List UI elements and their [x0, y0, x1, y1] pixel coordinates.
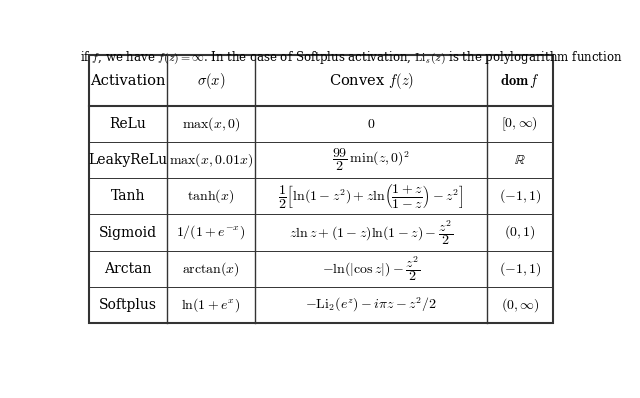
Text: $\mathbf{dom}\,f$: $\mathbf{dom}\,f$ [500, 72, 540, 90]
Text: $-\ln(|\cos z|) - \dfrac{z^2}{2}$: $-\ln(|\cos z|) - \dfrac{z^2}{2}$ [322, 254, 420, 283]
Bar [89, 55, 553, 323]
Text: ReLu: ReLu [109, 117, 147, 131]
Text: $(0, 1)$: $(0, 1)$ [504, 224, 536, 242]
Text: $\sigma(x)$: $\sigma(x)$ [196, 71, 225, 91]
Text: $(0, \infty)$: $(0, \infty)$ [500, 296, 540, 314]
Text: $\mathbb{R}$: $\mathbb{R}$ [514, 153, 525, 167]
Text: Softplus: Softplus [99, 298, 157, 312]
Text: $\arctan(x)$: $\arctan(x)$ [182, 260, 240, 278]
Text: $\dfrac{1}{2}\left[\ln(1-z^2) + z\ln\!\left(\dfrac{1+z}{1-z}\right) - z^2\right]: $\dfrac{1}{2}\left[\ln(1-z^2) + z\ln\!\l… [278, 182, 464, 211]
Text: Tanh: Tanh [111, 189, 145, 203]
Text: $\tanh(x)$: $\tanh(x)$ [188, 187, 234, 205]
Text: $\ln(1 + e^x)$: $\ln(1 + e^x)$ [181, 296, 241, 314]
Text: $0$: $0$ [367, 117, 375, 131]
Text: if $f$, we have $f(z) = \infty$. In the case of Softplus activation, $\mathrm{Li: if $f$, we have $f(z) = \infty$. In the … [80, 49, 623, 66]
Text: $z\ln z + (1-z)\ln(1-z) - \dfrac{z^2}{2}$: $z\ln z + (1-z)\ln(1-z) - \dfrac{z^2}{2}… [289, 218, 453, 247]
Text: $[0, \infty)$: $[0, \infty)$ [502, 115, 538, 133]
Text: $(-1, 1)$: $(-1, 1)$ [499, 260, 541, 278]
Text: Sigmoid: Sigmoid [99, 226, 157, 240]
Text: LeakyReLu: LeakyReLu [88, 153, 168, 167]
Text: $1/(1 + e^{-x})$: $1/(1 + e^{-x})$ [177, 224, 246, 242]
Text: $\max(x, 0.01x)$: $\max(x, 0.01x)$ [169, 151, 253, 169]
Text: $(-1, 1)$: $(-1, 1)$ [499, 187, 541, 205]
Text: $\max(x, 0)$: $\max(x, 0)$ [182, 115, 240, 133]
Text: Arctan: Arctan [104, 262, 152, 276]
Text: $\dfrac{99}{2}\,\min(z,0)^2$: $\dfrac{99}{2}\,\min(z,0)^2$ [332, 147, 410, 174]
Text: Convex $f(z)$: Convex $f(z)$ [328, 71, 413, 91]
Text: Activation: Activation [90, 74, 166, 88]
Text: $-\mathrm{Li}_2(e^z) - i\pi z - z^2/2$: $-\mathrm{Li}_2(e^z) - i\pi z - z^2/2$ [305, 296, 437, 314]
